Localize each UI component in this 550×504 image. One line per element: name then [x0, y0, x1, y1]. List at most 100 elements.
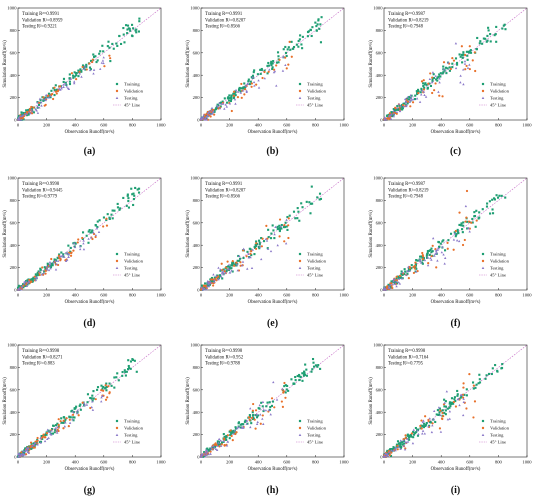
training-point: [450, 402, 453, 406]
training-point: [471, 381, 475, 384]
training-point: [259, 68, 262, 71]
validation-point: [463, 238, 466, 242]
training-point: [395, 277, 398, 280]
training-point: [65, 83, 68, 87]
testing-point: [79, 247, 82, 251]
testing-point: [246, 267, 249, 270]
training-point: [99, 50, 102, 53]
testing-point: [430, 81, 434, 84]
training-point: [125, 370, 128, 373]
training-point: [474, 225, 477, 228]
validation-point: [81, 236, 84, 240]
testing-point: [266, 247, 270, 250]
x-tick-label: 800: [129, 460, 137, 465]
validation-point: [42, 96, 45, 99]
training-point: [110, 384, 113, 387]
training-point: [315, 25, 318, 28]
training-point: [22, 286, 25, 289]
training-point: [132, 198, 135, 201]
validation-point: [290, 55, 293, 58]
x-tick-label: 400: [255, 460, 263, 465]
validation-point: [109, 57, 112, 60]
testing-point: [431, 424, 434, 427]
reference-line-45: [17, 177, 162, 291]
scatter-panel: 0 200 400 600 800 1000 0 200 400 600 800 1000 Observ…: [366, 337, 549, 504]
y-tick-label: 1000: [7, 343, 17, 348]
testing-point: [240, 426, 244, 429]
training-point: [393, 447, 396, 450]
training-point: [246, 422, 249, 425]
validation-point: [421, 253, 424, 257]
training-point: [460, 53, 463, 56]
legend-label: Testing: [490, 433, 504, 438]
training-point: [95, 61, 98, 64]
validation-point: [255, 247, 258, 250]
testing-point: [460, 393, 463, 397]
training-point: [460, 222, 463, 225]
testing-point: [247, 256, 251, 259]
testing-point: [221, 270, 225, 273]
validation-point: [57, 423, 60, 426]
testing-point: [63, 425, 67, 428]
training-point: [501, 363, 504, 366]
training-point: [230, 98, 233, 101]
training-point: [466, 58, 469, 61]
validation-point: [413, 267, 416, 270]
training-point: [73, 71, 76, 74]
validation-point: [212, 284, 215, 287]
testing-point: [457, 397, 460, 401]
training-point: [391, 111, 394, 114]
training-point: [243, 86, 246, 90]
training-point: [230, 94, 233, 97]
training-point: [136, 188, 139, 191]
validation-point: [422, 88, 426, 91]
validation-point: [105, 217, 108, 220]
training-point: [490, 372, 493, 376]
validation-point: [240, 82, 243, 86]
testing-point: [468, 230, 471, 233]
validation-point: [59, 420, 62, 423]
training-point: [86, 401, 89, 404]
training-point: [442, 71, 445, 74]
training-point: [260, 237, 263, 240]
training-point: [218, 443, 221, 446]
training-point: [255, 240, 258, 243]
training-point: [318, 192, 322, 195]
training-point: [438, 73, 441, 76]
training-point: [305, 374, 308, 377]
training-point: [225, 435, 228, 438]
testing-point: [421, 432, 424, 435]
training-point: [285, 54, 288, 57]
validation-point: [394, 106, 397, 109]
training-point: [124, 374, 127, 377]
testing-point: [405, 441, 408, 444]
training-point: [46, 262, 49, 265]
legend-label: Training: [124, 419, 140, 424]
training-point: [472, 387, 475, 390]
testing-point: [393, 282, 397, 285]
training-point: [102, 50, 105, 53]
validation-point: [261, 414, 264, 417]
training-point: [81, 237, 84, 240]
training-point: [310, 185, 313, 188]
training-point: [462, 53, 465, 56]
legend-label: Validation: [490, 259, 510, 264]
training-point: [401, 277, 404, 280]
validation-point: [94, 235, 97, 239]
training-point: [465, 394, 468, 397]
training-point: [461, 56, 464, 59]
panel-caption: (b): [266, 146, 279, 157]
testing-point: [92, 68, 96, 71]
testing-point: [205, 118, 209, 121]
training-point: [443, 411, 446, 414]
testing-point: [44, 98, 48, 102]
r2-stat-label: Testing R²=0.9788: [205, 361, 241, 367]
testing-point: [100, 396, 103, 399]
testing-point: [423, 432, 427, 435]
training-point: [253, 69, 256, 72]
testing-point: [83, 65, 87, 68]
training-point: [248, 247, 251, 250]
plot-frame: [17, 177, 162, 291]
testing-point: [273, 233, 276, 236]
training-point: [267, 228, 270, 231]
